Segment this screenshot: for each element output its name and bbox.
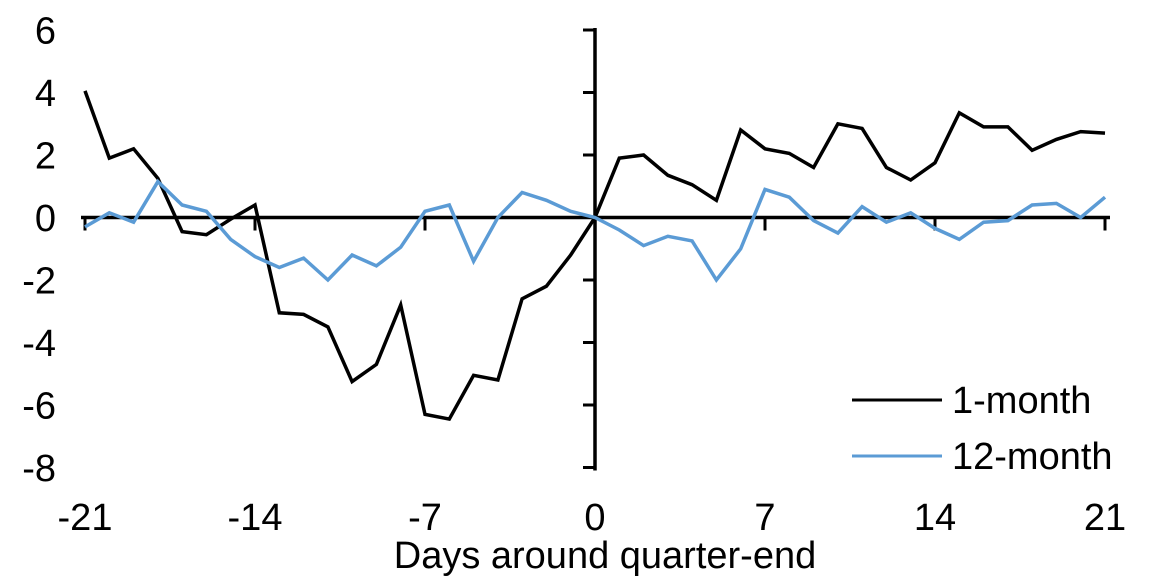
y-tick-label: -2 — [22, 261, 56, 303]
legend: 1-month 12-month — [852, 380, 1113, 478]
x-axis-title: Days around quarter-end — [394, 535, 816, 577]
x-tick-label: 0 — [584, 497, 605, 539]
y-tick-label: -6 — [22, 386, 56, 428]
x-axis-tick-labels: -21 -14 -7 0 7 14 21 — [58, 497, 1127, 539]
y-tick-label: 2 — [35, 136, 56, 178]
x-tick-label: -14 — [228, 497, 283, 539]
legend-label-1-month: 1-month — [952, 380, 1091, 422]
y-axis-ticks — [583, 28, 595, 469]
x-tick-label: -7 — [408, 497, 442, 539]
y-tick-label: -8 — [22, 448, 56, 490]
x-tick-label: 7 — [754, 497, 775, 539]
y-tick-label: 4 — [35, 73, 56, 115]
y-tick-label: 6 — [35, 11, 56, 53]
y-axis-tick-labels: 6 4 2 0 -2 -4 -6 -8 — [22, 11, 56, 491]
x-tick-label: -21 — [58, 497, 113, 539]
series-lines — [83, 90, 1107, 422]
legend-label-12-month: 12-month — [952, 436, 1113, 478]
series-line-12-month — [84, 178, 1107, 284]
x-tick-label: 21 — [1084, 497, 1126, 539]
y-tick-label: 0 — [35, 198, 56, 240]
y-tick-label: -4 — [22, 323, 56, 365]
x-tick-label: 14 — [914, 497, 956, 539]
